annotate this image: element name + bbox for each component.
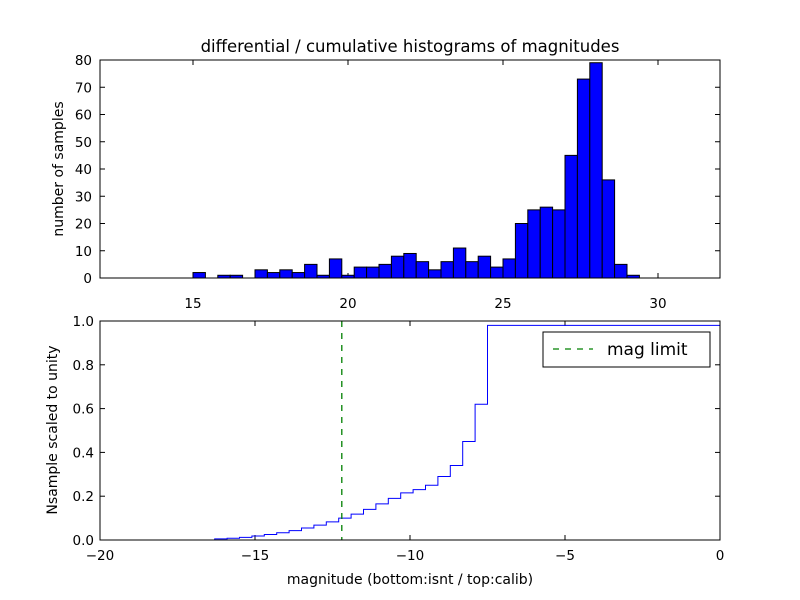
histogram-bar-22 — [465, 261, 479, 279]
histogram-x-tick-label-0: 15 — [184, 296, 201, 312]
histogram-bar-31 — [576, 78, 591, 279]
histogram-plot-frame — [99, 59, 721, 279]
histogram-y-tick-label-0: 0 — [83, 271, 92, 287]
histogram-bar-24 — [490, 266, 504, 279]
histogram-y-tick-label-5: 50 — [75, 135, 92, 151]
legend: mag limit — [542, 331, 711, 368]
chart-title: differential / cumulative histograms of … — [201, 37, 620, 56]
histogram-y-tick-label-7: 70 — [75, 80, 92, 96]
cumulative-x-tick-label-2: −10 — [396, 548, 425, 564]
histogram-y-tick-label-8: 80 — [75, 53, 92, 69]
cumulative-y-tick-label-0: 0.0 — [73, 533, 94, 549]
histogram-x-tick-label-3: 30 — [649, 296, 666, 312]
legend-label: mag limit — [607, 340, 688, 360]
histogram-bar-5 — [254, 269, 268, 279]
histogram-bar-15 — [378, 263, 392, 279]
histogram-bar-9 — [304, 263, 318, 279]
histogram-bar-7 — [279, 269, 293, 279]
histogram-bar-26 — [514, 223, 529, 279]
cumulative-x-tick-label-1: −15 — [241, 548, 270, 564]
cumulative-x-tick-label-3: −5 — [555, 548, 575, 564]
cumulative-plot-frame — [99, 320, 721, 541]
histogram-y-axis-label: number of samples — [51, 101, 67, 236]
cumulative-y-tick-label-2: 0.4 — [73, 445, 94, 461]
histogram-ticks: 0 10 20 30 40 50 60 70 80 15 20 25 30 — [75, 53, 720, 312]
cumulative-y-axis-label: Nsample scaled to unity — [45, 345, 61, 514]
histogram-bar-0 — [192, 272, 206, 279]
histogram-bar-18 — [415, 261, 430, 279]
histogram-bar-32 — [589, 62, 603, 279]
histogram-bar-29 — [552, 209, 566, 279]
histogram-bar-30 — [564, 154, 578, 279]
histogram-bar-13 — [353, 266, 368, 279]
cumulative-step-line — [100, 321, 721, 541]
cumulative-panel: magnitude (bottom:isnt / top:calib) Nsam… — [45, 314, 724, 588]
histogram-bar-6 — [266, 272, 281, 279]
histogram-panel: differential / cumulative histograms of … — [51, 37, 721, 312]
histogram-bar-17 — [403, 252, 417, 279]
histogram-y-tick-label-2: 20 — [75, 217, 92, 233]
cumulative-y-tick-label-3: 0.6 — [73, 402, 94, 418]
histogram-bar-19 — [428, 269, 442, 279]
histogram-bar-27 — [527, 209, 541, 279]
cumulative-y-tick-label-1: 0.2 — [73, 489, 94, 505]
histogram-bar-8 — [291, 272, 306, 279]
histogram-bar-28 — [539, 206, 554, 279]
cumulative-x-axis-label: magnitude (bottom:isnt / top:calib) — [287, 572, 533, 588]
histogram-x-tick-label-2: 25 — [494, 296, 511, 312]
cumulative-x-tick-label-4: 0 — [716, 548, 725, 564]
histogram-bar-21 — [452, 247, 467, 279]
histogram-bar-23 — [477, 255, 492, 279]
histogram-y-tick-label-6: 60 — [75, 108, 92, 124]
cumulative-x-tick-label-0: −20 — [86, 548, 115, 564]
cumulative-y-tick-label-5: 1.0 — [73, 314, 94, 330]
histogram-bar-33 — [601, 179, 616, 279]
histogram-bar-14 — [366, 266, 380, 279]
histogram-bar-34 — [614, 263, 628, 279]
histogram-bar-25 — [502, 258, 516, 279]
histogram-x-tick-label-1: 20 — [339, 296, 356, 312]
histogram-y-tick-label-3: 30 — [75, 189, 92, 205]
histogram-bar-20 — [440, 261, 454, 279]
histogram-bar-11 — [328, 258, 343, 279]
cumulative-y-tick-label-4: 0.8 — [73, 358, 94, 374]
histogram-y-tick-label-1: 10 — [75, 244, 92, 260]
histogram-y-tick-label-4: 40 — [75, 162, 92, 178]
histogram-bar-16 — [390, 255, 405, 279]
